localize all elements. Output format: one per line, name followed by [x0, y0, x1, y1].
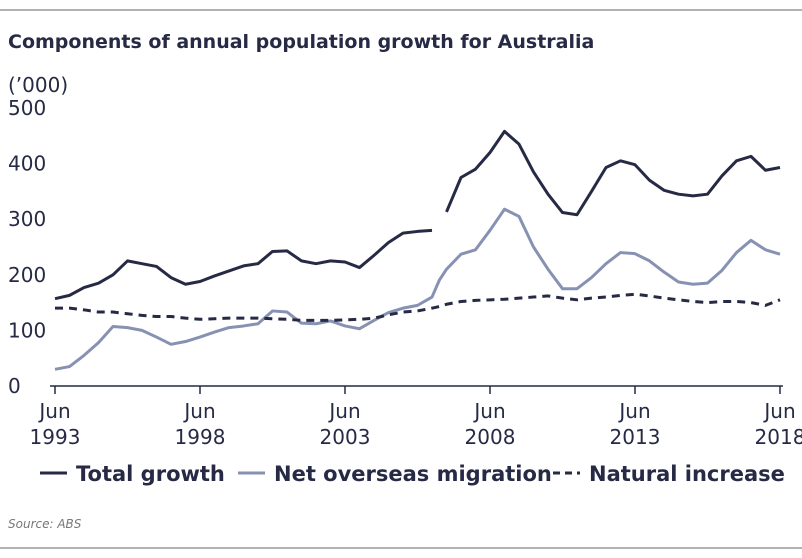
series-line	[55, 292, 781, 322]
chart-title: Components of annual population growth f…	[8, 31, 594, 53]
y-axis-label: (’000)	[8, 73, 68, 97]
series-line	[54, 207, 781, 371]
x-tick-label: Jun 2018	[755, 399, 802, 449]
x-tick-label: Jun 2013	[610, 399, 661, 449]
x-tick-label: Jun 2008	[465, 399, 516, 449]
legend-label: Natural increase	[589, 462, 785, 486]
y-tick-label: 0	[8, 374, 21, 398]
y-tick-label: 100	[8, 318, 46, 342]
y-tick-label: 300	[8, 207, 46, 231]
y-tick-label: 200	[8, 263, 46, 287]
x-tick-label: Jun 2003	[320, 399, 371, 449]
x-tick-label: Jun 1993	[30, 399, 81, 449]
y-tick-label: 500	[8, 96, 46, 120]
y-tick-label: 400	[8, 152, 46, 176]
legend-label: Net overseas migration	[274, 462, 552, 486]
series-line	[54, 129, 781, 301]
source: Source: ABS	[8, 517, 82, 531]
x-tick-label: Jun 1998	[175, 399, 226, 449]
legend-label: Total growth	[76, 462, 225, 486]
